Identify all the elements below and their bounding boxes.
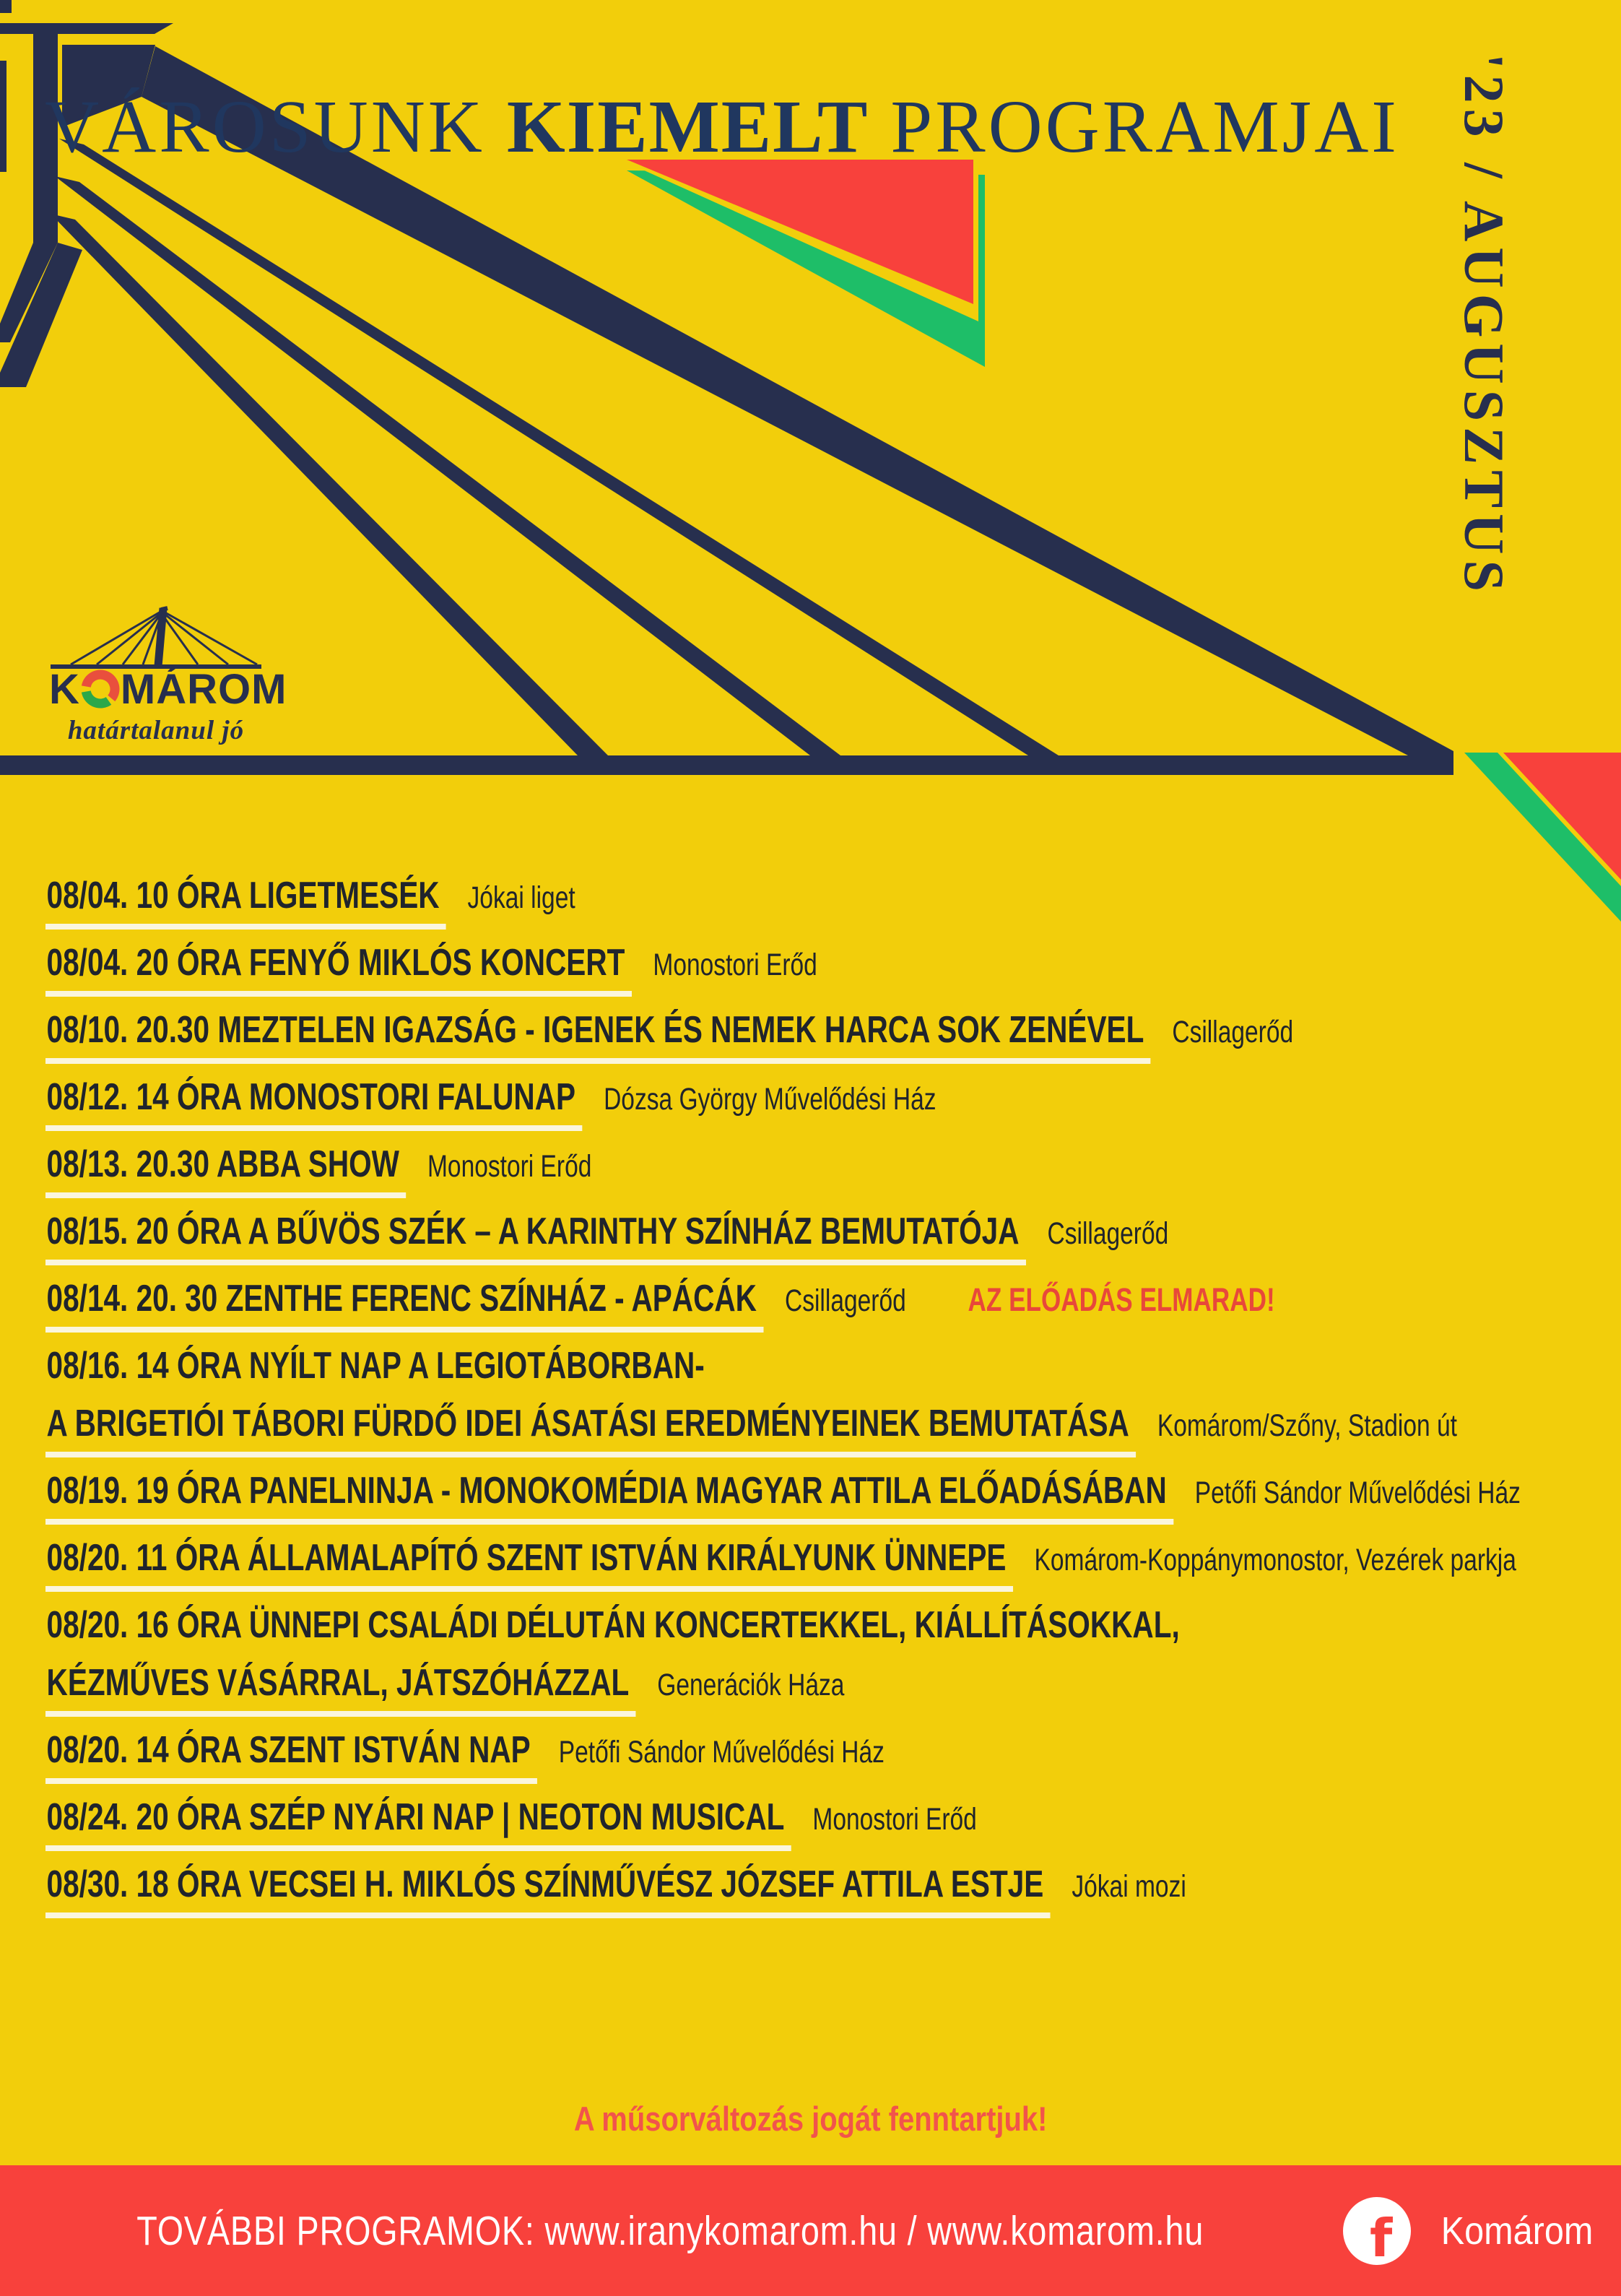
event-title: 08/14. 20. 30 ZENTHE FERENC SZÍNHÁZ - AP… (45, 1280, 764, 1333)
event-title: 08/10. 20.30 MEZTELEN IGAZSÁG - IGENEK É… (45, 1011, 1151, 1064)
facebook-f-glyph: f (1370, 2207, 1393, 2269)
event-line: 08/19. 19 ÓRA PANELNINJA - MONOKOMÉDIA M… (45, 1472, 1521, 1525)
event-row: 08/16. 14 ÓRA NYÍLT NAP A LEGIOTÁBORBAN-… (45, 1347, 1621, 1457)
event-location: Monostori Erőd (427, 1149, 592, 1184)
event-title: 08/12. 14 ÓRA MONOSTORI FALUNAP (45, 1078, 583, 1131)
event-title: 08/30. 18 ÓRA VECSEI H. MIKLÓS SZÍNMŰVÉS… (45, 1866, 1051, 1918)
event-title: 08/20. 11 ÓRA ÁLLAMALAPÍTÓ SZENT ISTVÁN … (45, 1539, 1013, 1592)
facebook-page-name: Komárom (1440, 2209, 1594, 2253)
event-list: 08/04. 10 ÓRA LIGETMESÉK Jókai liget 08/04… (45, 877, 1621, 1933)
event-title: 08/19. 19 ÓRA PANELNINJA - MONOKOMÉDIA M… (45, 1472, 1174, 1525)
event-row: 08/04. 10 ÓRA LIGETMESÉK Jókai liget (45, 877, 1621, 930)
event-line: 08/10. 20.30 MEZTELEN IGAZSÁG - IGENEK É… (45, 1011, 1521, 1064)
event-line: 08/13. 20.30 ABBA SHOW Monostori Erőd (45, 1145, 1521, 1198)
event-location: Csillagerőd (784, 1283, 906, 1318)
event-row: 08/20. 16 ÓRA ÜNNEPI CSALÁDI DÉLUTÁN KON… (45, 1606, 1621, 1717)
event-title: A BRIGETIÓI TÁBORI FÜRDŐ IDEI ÁSATÁSI ER… (45, 1405, 1137, 1457)
event-line: 08/30. 18 ÓRA VECSEI H. MIKLÓS SZÍNMŰVÉS… (45, 1866, 1521, 1918)
logo-text-k: K (49, 666, 80, 713)
disclaimer-text: A műsorváltozás jogát fenntartjuk! (573, 2100, 1048, 2138)
event-location: Petőfi Sándor Művelődési Ház (1194, 1476, 1521, 1510)
event-location: Petőfi Sándor Művelődési Ház (558, 1735, 885, 1769)
event-location: Csillagerőd (1047, 1216, 1169, 1251)
event-line: 08/04. 10 ÓRA LIGETMESÉK Jókai liget (45, 877, 1521, 930)
title-pre: VÁROSUNK (45, 85, 485, 168)
title-post: PROGRAMJAI (890, 85, 1399, 168)
event-line: 08/20. 11 ÓRA ÁLLAMALAPÍTÓ SZENT ISTVÁN … (45, 1539, 1521, 1592)
event-location: Monostori Erőd (653, 948, 817, 982)
event-line: 08/15. 20 ÓRA A BŰVÖS SZÉK – A KARINTHY … (45, 1213, 1521, 1265)
event-row: 08/13. 20.30 ABBA SHOW Monostori Erőd (45, 1145, 1621, 1198)
event-title: 08/24. 20 ÓRA SZÉP NYÁRI NAP | NEOTON MU… (45, 1798, 791, 1851)
event-title: 08/20. 16 ÓRA ÜNNEPI CSALÁDI DÉLUTÁN KON… (46, 1604, 1180, 1646)
title-emphasis: KIEMELT (506, 85, 869, 168)
event-row: 08/10. 20.30 MEZTELEN IGAZSÁG - IGENEK É… (45, 1011, 1621, 1064)
event-line: 08/12. 14 ÓRA MONOSTORI FALUNAP Dózsa Gyö… (45, 1078, 1521, 1131)
event-title: 08/04. 10 ÓRA LIGETMESÉK (45, 877, 446, 930)
page-title: VÁROSUNK KIEMELT PROGRAMJAI (0, 84, 1444, 170)
footer-links: TOVÁBBI PROGRAMOK: www.iranykomarom.hu /… (136, 2207, 1204, 2254)
event-line: 08/20. 16 ÓRA ÜNNEPI CSALÁDI DÉLUTÁN KON… (45, 1606, 1521, 1653)
event-location: Jókai liget (467, 880, 575, 915)
event-line: 08/16. 14 ÓRA NYÍLT NAP A LEGIOTÁBORBAN- (45, 1347, 1521, 1394)
event-location: Komárom-Koppánymonostor, Vezérek parkja (1034, 1543, 1516, 1577)
event-title: 08/13. 20.30 ABBA SHOW (45, 1145, 407, 1198)
event-row: 08/20. 11 ÓRA ÁLLAMALAPÍTÓ SZENT ISTVÁN … (45, 1539, 1621, 1592)
event-row: 08/04. 20 ÓRA FENYŐ MIKLÓS KONCERT Monost… (45, 944, 1621, 997)
logo-o-swirl-icon (81, 670, 120, 709)
event-location: Komárom/Szőny, Stadion út (1157, 1408, 1457, 1443)
event-location: Monostori Erőd (812, 1802, 977, 1837)
event-title: 08/20. 14 ÓRA SZENT ISTVÁN NAP (45, 1731, 538, 1784)
event-location: Jókai mozi (1072, 1869, 1186, 1904)
event-row: 08/12. 14 ÓRA MONOSTORI FALUNAP Dózsa Gyö… (45, 1078, 1621, 1131)
facebook-icon: f (1342, 2196, 1411, 2269)
event-location: Dózsa György Művelődési Ház (604, 1082, 936, 1117)
komarom-logo: K MÁROM határtalanul jó (49, 604, 286, 746)
event-title: 08/15. 20 ÓRA A BŰVÖS SZÉK – A KARINTHY … (45, 1213, 1026, 1265)
event-line: 08/20. 14 ÓRA SZENT ISTVÁN NAP Petőfi Sán… (45, 1731, 1521, 1784)
event-row: 08/15. 20 ÓRA A BŰVÖS SZÉK – A KARINTHY … (45, 1213, 1621, 1265)
event-row: 08/20. 14 ÓRA SZENT ISTVÁN NAP Petőfi Sán… (45, 1731, 1621, 1784)
event-title: 08/16. 14 ÓRA NYÍLT NAP A LEGIOTÁBORBAN- (46, 1345, 705, 1387)
event-title: 08/04. 20 ÓRA FENYŐ MIKLÓS KONCERT (45, 944, 632, 997)
event-line: A BRIGETIÓI TÁBORI FÜRDŐ IDEI ÁSATÁSI ER… (45, 1405, 1521, 1457)
event-line: 08/24. 20 ÓRA SZÉP NYÁRI NAP | NEOTON MU… (45, 1798, 1521, 1851)
event-row: 08/14. 20. 30 ZENTHE FERENC SZÍNHÁZ - AP… (45, 1280, 1621, 1333)
event-line: KÉZMŰVES VÁSÁRRAL, JÁTSZÓHÁZZAL Generáció… (45, 1664, 1521, 1717)
event-location: Generációk Háza (657, 1668, 845, 1702)
event-line: 08/14. 20. 30 ZENTHE FERENC SZÍNHÁZ - AP… (45, 1280, 1521, 1333)
footer-bar: TOVÁBBI PROGRAMOK: www.iranykomarom.hu /… (0, 2165, 1621, 2296)
event-row: 08/19. 19 ÓRA PANELNINJA - MONOKOMÉDIA M… (45, 1472, 1621, 1525)
logo-text-marom: MÁROM (120, 666, 287, 713)
event-row: 08/30. 18 ÓRA VECSEI H. MIKLÓS SZÍNMŰVÉS… (45, 1866, 1621, 1918)
logo-wordmark: K MÁROM (49, 666, 286, 713)
event-location: Csillagerőd (1172, 1015, 1294, 1049)
event-line: 08/04. 20 ÓRA FENYŐ MIKLÓS KONCERT Monost… (45, 944, 1521, 997)
event-cancellation-note: AZ ELŐADÁS ELMARAD! (968, 1281, 1275, 1318)
bridge-icon (51, 606, 261, 669)
logo-tagline: határtalanul jó (67, 716, 245, 745)
event-row: 08/24. 20 ÓRA SZÉP NYÁRI NAP | NEOTON MU… (45, 1798, 1621, 1851)
event-title: KÉZMŰVES VÁSÁRRAL, JÁTSZÓHÁZZAL (45, 1664, 636, 1717)
disclaimer: A műsorváltozás jogát fenntartjuk! (0, 2099, 1621, 2139)
month-label: '23 / AUGUSZTUS (1453, 53, 1516, 597)
